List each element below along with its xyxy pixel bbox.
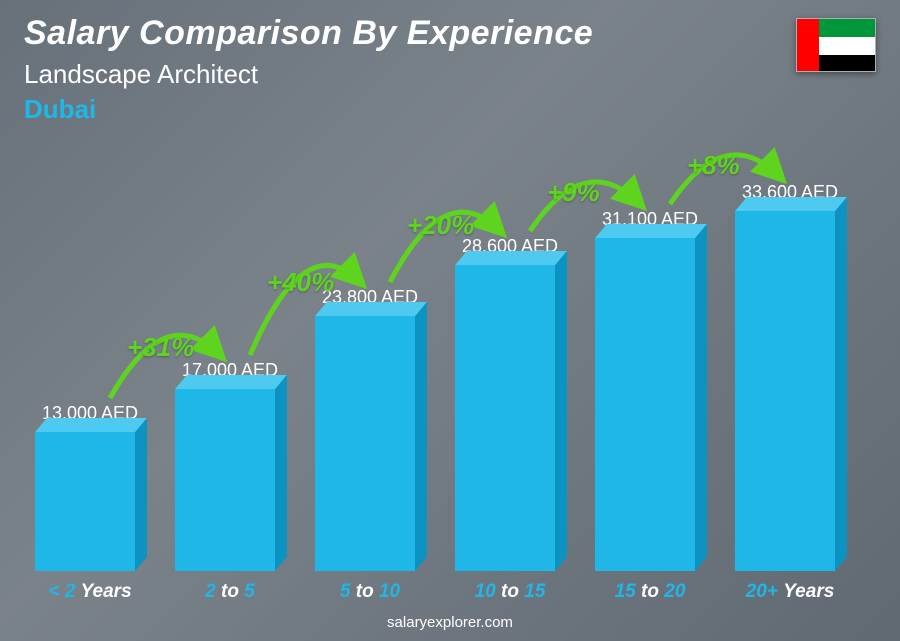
bar — [735, 211, 845, 571]
page-title: Salary Comparison By Experience — [24, 14, 593, 53]
x-axis-label: 2 to 5 — [160, 581, 300, 603]
bar-slot: 17,000 AED — [160, 360, 300, 571]
bar-slot: 33,600 AED — [720, 182, 860, 571]
x-axis-label: 10 to 15 — [440, 581, 580, 603]
bar-front — [175, 389, 275, 571]
percent-increase-badge: +8% — [687, 150, 740, 181]
bar-slot: 31,100 AED — [580, 209, 720, 571]
flag-black-stripe — [819, 55, 875, 72]
bar-front — [35, 432, 135, 571]
bar-top — [315, 302, 427, 316]
bar-side — [695, 224, 707, 571]
uae-flag-icon — [796, 18, 876, 72]
x-axis-label: 5 to 10 — [300, 581, 440, 603]
footer-attribution: salaryexplorer.com — [0, 614, 900, 631]
bar-side — [275, 375, 287, 571]
percent-increase-badge: +9% — [547, 177, 600, 208]
percent-increase-badge: +40% — [267, 267, 334, 298]
bar-slot: 23,800 AED — [300, 287, 440, 571]
infographic-stage: Salary Comparison By Experience Landscap… — [0, 0, 900, 641]
bar-side — [135, 418, 147, 571]
bar-top — [175, 375, 287, 389]
x-axis-label: < 2 Years — [20, 581, 160, 603]
flag-green-stripe — [819, 19, 875, 37]
bar-top — [595, 224, 707, 238]
bar-front — [455, 265, 555, 571]
bar — [315, 316, 425, 571]
bar-top — [35, 418, 147, 432]
bar-top — [455, 251, 567, 265]
x-axis-labels: < 2 Years2 to 55 to 1010 to 1515 to 2020… — [20, 581, 860, 603]
bar-side — [835, 197, 847, 571]
percent-increase-badge: +20% — [407, 210, 474, 241]
flag-white-stripe — [819, 37, 875, 55]
bar-top — [735, 197, 847, 211]
bar — [175, 389, 285, 571]
bar — [35, 432, 145, 571]
bar-slot: 13,000 AED — [20, 403, 160, 571]
bar — [455, 265, 565, 571]
x-axis-label: 20+ Years — [720, 581, 860, 603]
bar-front — [595, 238, 695, 571]
percent-increase-badge: +31% — [127, 332, 194, 363]
x-axis-label: 15 to 20 — [580, 581, 720, 603]
bar-slot: 28,600 AED — [440, 236, 580, 571]
bar-side — [555, 251, 567, 571]
bar-side — [415, 302, 427, 571]
bar-front — [315, 316, 415, 571]
flag-red-stripe — [797, 19, 819, 72]
job-title: Landscape Architect — [24, 59, 593, 90]
bar — [595, 238, 705, 571]
bar-front — [735, 211, 835, 571]
